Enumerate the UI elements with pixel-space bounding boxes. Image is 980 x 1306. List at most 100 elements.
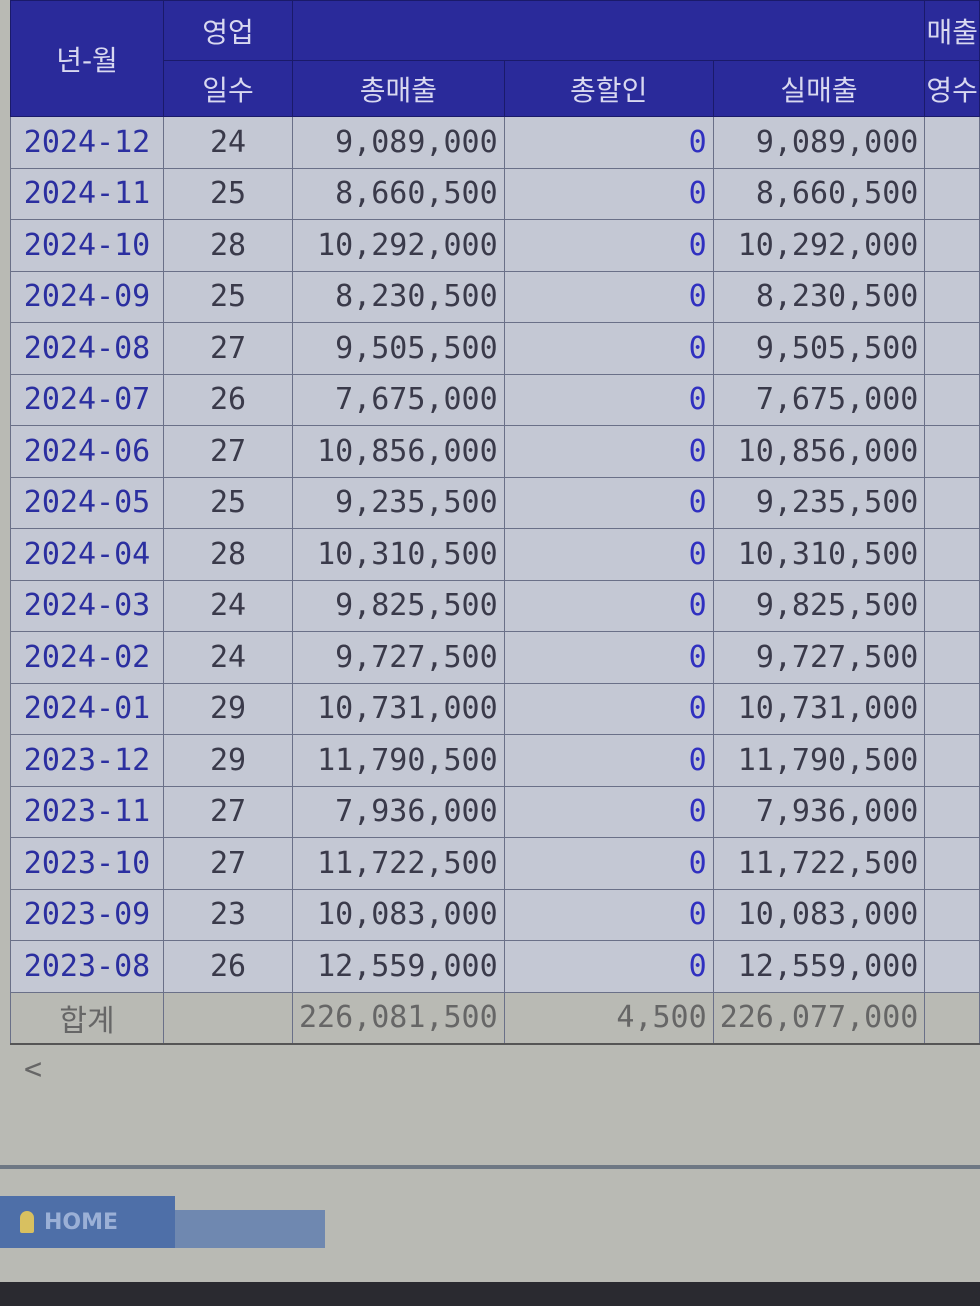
cell-year-month[interactable]: 2024-10 — [10, 219, 164, 272]
cell-net-sales[interactable]: 9,727,500 — [712, 631, 926, 684]
cell-gross-sales[interactable]: 7,675,000 — [292, 373, 505, 426]
cell-net-sales[interactable]: 10,856,000 — [712, 425, 926, 478]
cell-business-days[interactable]: 29 — [163, 734, 293, 787]
cell-net-sales[interactable]: 9,235,500 — [712, 476, 926, 529]
table-row[interactable]: 2024-03 24 9,825,500 0 9,825,500 — [10, 579, 980, 632]
cell-net-sales[interactable]: 9,825,500 — [712, 579, 926, 632]
cell-net-sales[interactable]: 10,310,500 — [712, 528, 926, 581]
cell-business-days[interactable]: 25 — [163, 270, 293, 323]
cell-gross-sales[interactable]: 10,310,500 — [292, 528, 505, 581]
cell-year-month[interactable]: 2024-04 — [10, 528, 164, 581]
cell-net-sales[interactable]: 10,083,000 — [712, 888, 926, 941]
cell-gross-sales[interactable]: 9,235,500 — [292, 476, 505, 529]
cell-discount[interactable]: 0 — [503, 425, 714, 478]
cell-gross-sales[interactable]: 11,722,500 — [292, 837, 505, 890]
cell-receipts[interactable] — [924, 837, 980, 890]
table-row[interactable]: 2024-10 28 10,292,000 0 10,292,000 — [10, 219, 980, 272]
cell-gross-sales[interactable]: 9,505,500 — [292, 322, 505, 375]
cell-year-month[interactable]: 2024-01 — [10, 682, 164, 735]
cell-gross-sales[interactable]: 8,660,500 — [292, 167, 505, 220]
cell-discount[interactable]: 0 — [503, 682, 714, 735]
cell-gross-sales[interactable]: 7,936,000 — [292, 785, 505, 838]
cell-year-month[interactable]: 2023-09 — [10, 888, 164, 941]
cell-year-month[interactable]: 2023-08 — [10, 940, 164, 993]
cell-net-sales[interactable]: 7,936,000 — [712, 785, 926, 838]
cell-discount[interactable]: 0 — [503, 528, 714, 581]
cell-year-month[interactable]: 2024-11 — [10, 167, 164, 220]
table-row[interactable]: 2024-11 25 8,660,500 0 8,660,500 — [10, 167, 980, 220]
cell-gross-sales[interactable]: 10,292,000 — [292, 219, 505, 272]
cell-business-days[interactable]: 29 — [163, 682, 293, 735]
tab[interactable] — [175, 1210, 325, 1248]
cell-year-month[interactable]: 2024-09 — [10, 270, 164, 323]
cell-year-month[interactable]: 2024-07 — [10, 373, 164, 426]
cell-receipts[interactable] — [924, 476, 980, 529]
cell-receipts[interactable] — [924, 425, 980, 478]
cell-discount[interactable]: 0 — [503, 579, 714, 632]
cell-year-month[interactable]: 2023-11 — [10, 785, 164, 838]
header-gross-sales[interactable]: 총매출 — [292, 60, 505, 117]
cell-net-sales[interactable]: 10,731,000 — [712, 682, 926, 735]
cell-year-month[interactable]: 2024-05 — [10, 476, 164, 529]
home-button[interactable]: HOME — [0, 1196, 175, 1248]
header-business-days[interactable]: 일수 — [163, 60, 293, 117]
cell-business-days[interactable]: 28 — [163, 528, 293, 581]
cell-receipts[interactable] — [924, 116, 980, 169]
cell-year-month[interactable]: 2024-02 — [10, 631, 164, 684]
cell-discount[interactable]: 0 — [503, 270, 714, 323]
cell-gross-sales[interactable]: 11,790,500 — [292, 734, 505, 787]
cell-year-month[interactable]: 2024-12 — [10, 116, 164, 169]
cell-discount[interactable]: 0 — [503, 837, 714, 890]
cell-net-sales[interactable]: 8,660,500 — [712, 167, 926, 220]
cell-receipts[interactable] — [924, 167, 980, 220]
cell-business-days[interactable]: 24 — [163, 116, 293, 169]
cell-year-month[interactable]: 2024-03 — [10, 579, 164, 632]
cell-business-days[interactable]: 28 — [163, 219, 293, 272]
cell-gross-sales[interactable]: 9,089,000 — [292, 116, 505, 169]
cell-year-month[interactable]: 2024-08 — [10, 322, 164, 375]
cell-receipts[interactable] — [924, 579, 980, 632]
cell-discount[interactable]: 0 — [503, 785, 714, 838]
table-row[interactable]: 2024-04 28 10,310,500 0 10,310,500 — [10, 528, 980, 581]
cell-net-sales[interactable]: 11,722,500 — [712, 837, 926, 890]
cell-receipts[interactable] — [924, 734, 980, 787]
cell-gross-sales[interactable]: 9,727,500 — [292, 631, 505, 684]
table-row[interactable]: 2024-12 24 9,089,000 0 9,089,000 — [10, 116, 980, 169]
cell-receipts[interactable] — [924, 219, 980, 272]
cell-receipts[interactable] — [924, 940, 980, 993]
cell-discount[interactable]: 0 — [503, 116, 714, 169]
cell-business-days[interactable]: 27 — [163, 785, 293, 838]
table-row[interactable]: 2023-11 27 7,936,000 0 7,936,000 — [10, 785, 980, 838]
cell-discount[interactable]: 0 — [503, 888, 714, 941]
table-row[interactable]: 2024-01 29 10,731,000 0 10,731,000 — [10, 682, 980, 735]
cell-net-sales[interactable]: 11,790,500 — [712, 734, 926, 787]
cell-gross-sales[interactable]: 10,731,000 — [292, 682, 505, 735]
cell-receipts[interactable] — [924, 631, 980, 684]
cell-discount[interactable]: 0 — [503, 940, 714, 993]
cell-discount[interactable]: 0 — [503, 219, 714, 272]
cell-net-sales[interactable]: 10,292,000 — [712, 219, 926, 272]
cell-business-days[interactable]: 26 — [163, 373, 293, 426]
cell-receipts[interactable] — [924, 785, 980, 838]
cell-gross-sales[interactable]: 8,230,500 — [292, 270, 505, 323]
table-row[interactable]: 2023-10 27 11,722,500 0 11,722,500 — [10, 837, 980, 890]
table-row[interactable]: 2023-09 23 10,083,000 0 10,083,000 — [10, 888, 980, 941]
table-row[interactable]: 2024-02 24 9,727,500 0 9,727,500 — [10, 631, 980, 684]
cell-discount[interactable]: 0 — [503, 373, 714, 426]
cell-net-sales[interactable]: 7,675,000 — [712, 373, 926, 426]
header-total-discount[interactable]: 총할인 — [503, 60, 714, 117]
cell-discount[interactable]: 0 — [503, 322, 714, 375]
cell-business-days[interactable]: 25 — [163, 167, 293, 220]
header-net-sales[interactable]: 실매출 — [712, 60, 926, 117]
cell-year-month[interactable]: 2024-06 — [10, 425, 164, 478]
header-receipts[interactable]: 영수 — [924, 60, 980, 117]
table-row[interactable]: 2023-08 26 12,559,000 0 12,559,000 — [10, 940, 980, 993]
cell-receipts[interactable] — [924, 373, 980, 426]
cell-receipts[interactable] — [924, 682, 980, 735]
cell-net-sales[interactable]: 12,559,000 — [712, 940, 926, 993]
cell-gross-sales[interactable]: 9,825,500 — [292, 579, 505, 632]
cell-receipts[interactable] — [924, 322, 980, 375]
cell-gross-sales[interactable]: 10,083,000 — [292, 888, 505, 941]
cell-discount[interactable]: 0 — [503, 734, 714, 787]
table-row[interactable]: 2024-06 27 10,856,000 0 10,856,000 — [10, 425, 980, 478]
